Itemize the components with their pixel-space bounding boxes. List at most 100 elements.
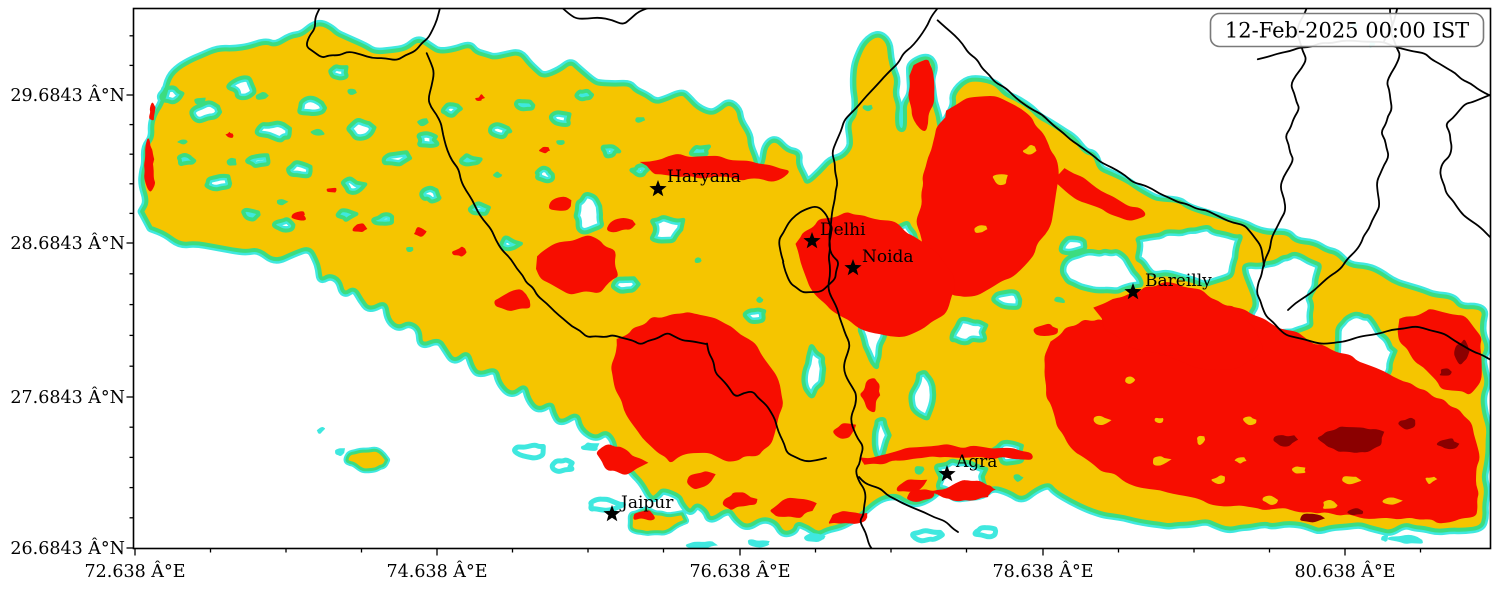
fog-dense-patch <box>722 492 758 510</box>
fog-moderate-speck <box>1152 456 1172 466</box>
fog-moderate-speck <box>1022 145 1037 155</box>
fog-shallow-speck <box>316 427 326 434</box>
fog-very-dense-patch <box>1454 339 1470 365</box>
fog-shallow-speck <box>804 533 826 542</box>
city-star-icon <box>1124 283 1142 300</box>
city-markers-layer: Haryana Delhi Noida Bareilly Agra Jaipur <box>603 167 1212 522</box>
fog-dense-patch <box>548 196 572 211</box>
fog-very-dense-patch <box>1439 368 1452 376</box>
y-axis-tick-label: 29.6843 Â°N <box>10 85 125 106</box>
state-boundary-line <box>561 8 649 25</box>
timestamp-text: 12-Feb-2025 00:00 IST <box>1225 19 1469 43</box>
city-star-icon <box>603 505 621 522</box>
state-boundary-line <box>936 19 1265 267</box>
fog-light-patch <box>226 157 237 166</box>
fog-dense-patch <box>770 497 817 518</box>
fog-light-patch <box>756 296 764 303</box>
fog-moderate-speck <box>1262 495 1279 505</box>
fog-dense-patch <box>291 211 306 221</box>
fog-moderate-speck <box>1154 417 1164 424</box>
state-boundary-lines-layer <box>306 8 1491 549</box>
fog-moderate-speck <box>1243 416 1257 426</box>
axis-ticks <box>126 35 1422 556</box>
fog-light-patch <box>1013 474 1024 482</box>
fog-dense-patch <box>539 146 551 154</box>
fog-light-patch <box>417 118 429 127</box>
fog-moderate-speck <box>992 174 1008 186</box>
fog-dense-patch <box>896 479 928 492</box>
state-boundary-line <box>858 476 959 533</box>
fog-moderate-speck <box>1323 500 1338 509</box>
fog-dense-patch <box>494 289 531 311</box>
city-label-haryana: Haryana <box>667 167 741 187</box>
fog-moderate-speck <box>1382 497 1403 505</box>
cloud-outline-patch <box>512 442 546 461</box>
x-axis-tick-label: 76.638 Â°E <box>690 561 791 582</box>
state-boundary-line <box>1439 93 1491 239</box>
fog-dense-patch <box>828 511 868 524</box>
state-boundary-line <box>706 342 827 463</box>
city-label-noida: Noida <box>862 247 914 267</box>
fog-moderate-speck <box>974 225 988 233</box>
y-axis-tick-label: 26.6843 Â°N <box>10 538 125 559</box>
fog-dense-patch <box>607 218 636 233</box>
fog-very-dense-patch <box>1317 426 1385 453</box>
fog-moderate-speck <box>1093 415 1112 426</box>
fog-dense-patch <box>1033 323 1058 336</box>
fog-light-patch <box>914 466 925 475</box>
fog-light-patch <box>276 199 289 206</box>
city-label-bareilly: Bareilly <box>1145 271 1212 291</box>
fog-dense-patch <box>144 138 156 192</box>
fog-dense-region <box>639 154 789 182</box>
fog-dense-patch <box>596 444 649 475</box>
fog-shallow-speck <box>580 442 600 451</box>
x-axis-tick-label: 80.638 Â°E <box>1295 561 1396 582</box>
cloud-outline-patch <box>549 457 575 474</box>
fog-shallow-speck <box>1381 535 1389 542</box>
fog-dense-region <box>536 235 618 295</box>
fog-dense-patch <box>225 131 234 138</box>
fog-dense-patch <box>907 489 935 502</box>
fog-very-dense-patch <box>1398 417 1416 430</box>
fog-light-patch <box>194 97 206 106</box>
fog-dense-patch <box>475 94 486 101</box>
state-boundary-line <box>1287 8 1401 311</box>
fog-moderate-speck <box>1125 376 1136 384</box>
fog-dense-region <box>1044 302 1480 524</box>
fog-light-patch <box>556 140 565 146</box>
plot-area-border <box>132 7 1492 550</box>
fog-light-patch <box>862 104 873 112</box>
fog-shallow-speck <box>747 539 770 548</box>
fog-light-patch <box>635 117 646 123</box>
y-axis-tick-label: 28.6843 Â°N <box>10 233 125 254</box>
fog-dense-region <box>1397 309 1482 395</box>
fog-dense-patch <box>326 187 337 193</box>
timestamp-box: 12-Feb-2025 00:00 IST <box>1209 12 1485 48</box>
x-axis-tick-label: 78.638 Â°E <box>993 561 1094 582</box>
fog-dense-patch <box>687 471 716 489</box>
city-star-icon <box>649 180 667 197</box>
city-label-agra: Agra <box>955 452 997 472</box>
state-boundary-line <box>827 8 939 549</box>
fog-light-patch <box>1054 296 1065 303</box>
fog-light-patch <box>493 171 503 178</box>
fog-moderate-speck <box>1197 435 1206 446</box>
x-axis-tick-label: 74.638 Â°E <box>387 561 488 582</box>
timestamp-box-frame <box>1209 12 1485 48</box>
city-star-icon <box>803 232 821 249</box>
fog-very-dense-patch <box>1436 438 1460 450</box>
fog-dense-patch <box>452 246 467 257</box>
fog-light-patch <box>406 246 414 253</box>
city-star-icon <box>938 465 956 482</box>
fog-dense-region <box>859 444 1033 465</box>
fog-dense-patch <box>860 378 881 413</box>
fog-shallow-speck <box>335 448 345 456</box>
fog-dense-patch <box>833 423 857 439</box>
state-boundary-line <box>306 8 441 61</box>
fog-light-patch <box>255 92 269 100</box>
fog-shallow-speck <box>1387 534 1423 544</box>
city-star-icon <box>844 259 862 276</box>
fog-light-patch <box>347 88 357 95</box>
fog-dense-patch <box>352 223 368 232</box>
